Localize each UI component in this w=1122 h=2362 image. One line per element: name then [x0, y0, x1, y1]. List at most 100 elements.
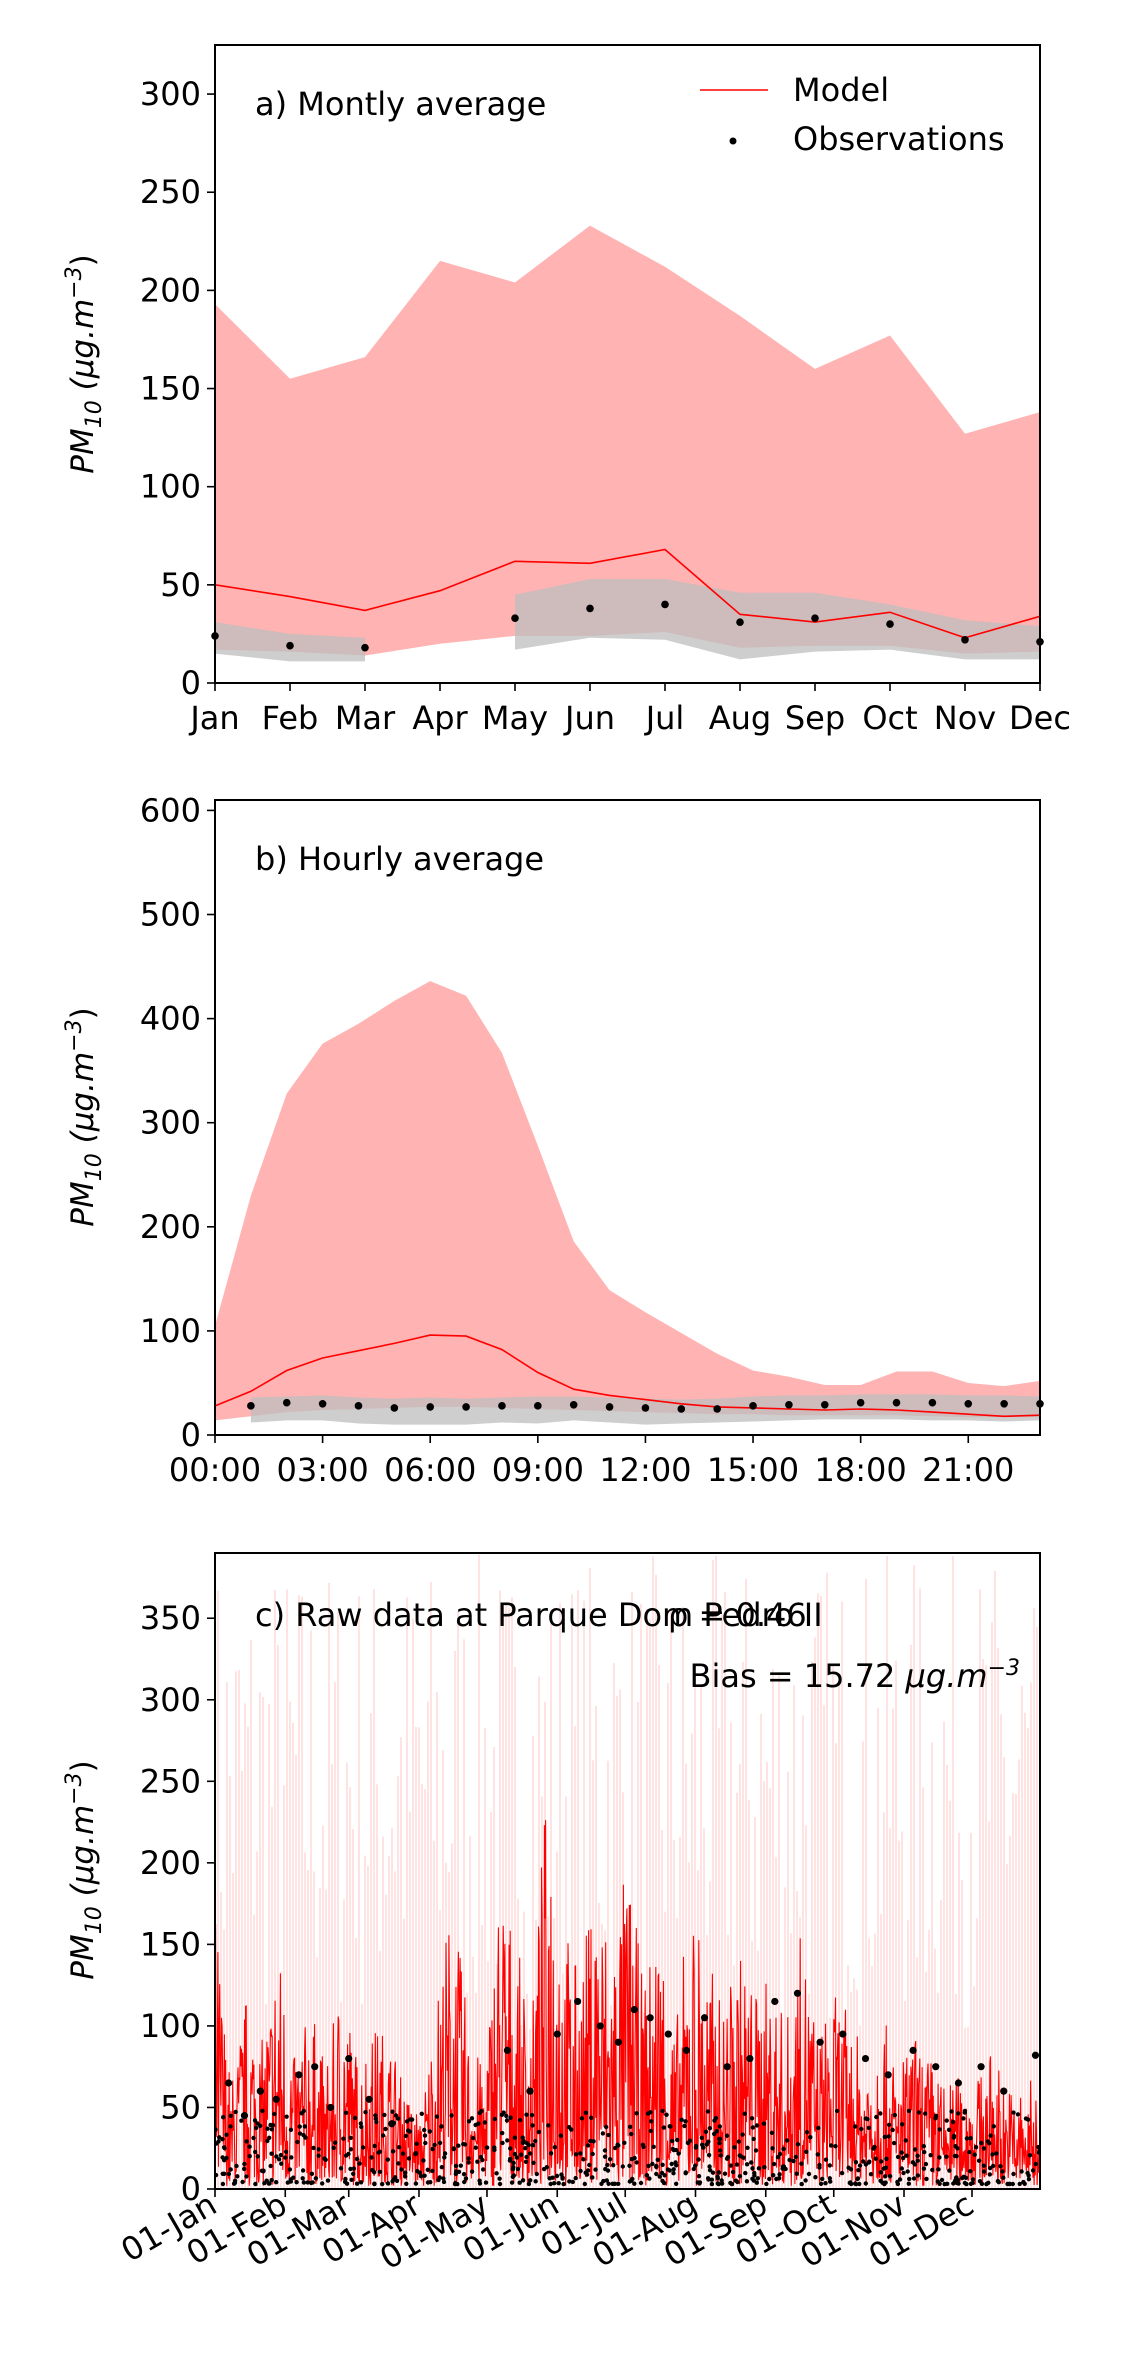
panel-c-obs-cloud-point: [743, 2170, 748, 2176]
panel-c-obs-cloud-point: [977, 2179, 983, 2184]
panel-c-obs-cloud-point: [579, 2116, 585, 2121]
panel-a-obs-point: [286, 641, 294, 650]
panel-c-obs-cloud-point: [500, 2140, 505, 2146]
panel-b-label: b) Hourly average: [255, 840, 544, 878]
panel-c-obs-cloud-point: [408, 2117, 413, 2122]
panel-c-obs-cloud-point: [866, 2125, 871, 2130]
panel-c-obs-cloud-point: [853, 2124, 858, 2129]
panel-c-obs-cloud-point: [829, 2143, 834, 2148]
panel-c-obs-cloud-point: [470, 2135, 476, 2141]
panel-c-obs-cloud-point: [855, 2176, 860, 2182]
panel-c-obs-cloud-point: [716, 2170, 721, 2175]
panel-c-obs-cloud-point: [699, 2135, 704, 2140]
panel-c-ylabel: PM10 (μg.m−3): [62, 1760, 107, 1979]
panel-c-obs-cloud-point: [644, 2173, 650, 2178]
panel-c-obs-cloud-point: [346, 2151, 351, 2157]
panel-c-obs-point: [700, 2014, 709, 2022]
panel-c-obs-cloud-point: [469, 2116, 475, 2121]
panel-a-obs-point: [736, 618, 744, 626]
panel-b-obs-point: [282, 1398, 291, 1407]
panel-c-obs-cloud-point: [900, 2155, 906, 2161]
panel-c-obs-cloud-point: [583, 2170, 588, 2175]
panel-c-obs-cloud-point: [466, 2156, 471, 2161]
panel-c-obs-cloud-point: [482, 2120, 488, 2125]
panel-a-xtick-label-may: May: [482, 699, 548, 737]
panel-c-obs-cloud-point: [904, 2153, 909, 2158]
panel-c-obs-cloud-point: [377, 2149, 383, 2154]
panel-c-obs-cloud-point: [325, 2178, 331, 2183]
panel-c-obs-cloud-point: [616, 2181, 621, 2186]
panel-c-obs-point: [861, 2054, 870, 2063]
panel-c-obs-cloud-point: [453, 2171, 458, 2177]
panel-c-obs-cloud-point: [942, 2181, 947, 2187]
panel-c-obs-cloud-point: [546, 2123, 551, 2128]
panel-c-obs-cloud-point: [972, 2152, 977, 2157]
panel-c-obs-cloud-point: [724, 2133, 730, 2138]
panel-b-ytick-label-500: 500: [140, 896, 201, 934]
panel-c-obs-cloud-point: [654, 2163, 659, 2169]
panel-c-obs-cloud-point: [981, 2169, 987, 2174]
panel-b-obs-point: [534, 1402, 542, 1410]
panel-c-obs-cloud-point: [717, 2140, 722, 2146]
panel-c-obs-cloud-point: [463, 2176, 469, 2181]
panel-c-obs-cloud-point: [947, 2168, 952, 2173]
panel-c-obs-cloud-point: [640, 2142, 646, 2147]
panel-c-obs-cloud-point: [430, 2146, 435, 2152]
panel-c-plot-area: [215, 1554, 1040, 2189]
panel-b-obs-point: [713, 1405, 721, 1413]
panel-c-ytick-label-150: 150: [140, 1925, 201, 1963]
panel-a-xtick-label-aug: Aug: [709, 699, 771, 737]
panel-c-obs-cloud-point: [922, 2149, 927, 2155]
panel-c-obs-cloud-point: [466, 2160, 471, 2165]
panel-c-obs-cloud-point: [627, 2163, 632, 2168]
panel-c-obs-cloud-point: [662, 2180, 667, 2186]
panel-a-xtick-label-dec: Dec: [1009, 699, 1071, 737]
panel-c-obs-cloud-point: [233, 2109, 238, 2115]
panel-c-obs-cloud-point: [645, 2111, 651, 2116]
panel-c-obs-point: [816, 2038, 824, 2046]
panel-c-obs-cloud-point: [834, 2108, 840, 2114]
panel-b-obs-point: [605, 1403, 614, 1411]
panel-c-obs-cloud-point: [265, 2126, 270, 2131]
panel-a-obs-point: [661, 600, 669, 609]
panel-c-obs-cloud-point: [923, 2161, 929, 2167]
panel-c-obs-cloud-point: [581, 2157, 586, 2162]
panel-c-obs-cloud-point: [432, 2142, 437, 2148]
panel-c-obs-cloud-point: [944, 2154, 949, 2159]
panel-a-obs-point: [586, 604, 594, 613]
panel-c-obs-cloud-point: [899, 2166, 904, 2171]
legend-model-label: Model: [793, 71, 889, 109]
panel-a-ytick-label-250: 250: [140, 173, 201, 211]
panel-c-obs-cloud-point: [878, 2178, 883, 2183]
panel-c-obs-cloud-point: [604, 2124, 609, 2130]
panel-c-obs-point: [793, 1989, 802, 1997]
panel-c-obs-cloud-point: [587, 2162, 592, 2168]
panel-c-obs-cloud-point: [715, 2174, 720, 2179]
panel-c-obs-cloud-point: [815, 2152, 820, 2157]
panel-c-obs-cloud-point: [886, 2122, 892, 2127]
panel-c-obs-cloud-point: [451, 2146, 456, 2151]
panel-c-obs-cloud-point: [861, 2159, 866, 2164]
panel-c-obs-cloud-point: [382, 2112, 387, 2118]
panel-c-obs-cloud-point: [425, 2167, 430, 2172]
panel-c-obs-cloud-point: [696, 2174, 702, 2179]
panel-c-obs-cloud-point: [924, 2176, 929, 2182]
panel-c-obs-cloud-point: [342, 2179, 348, 2184]
panel-c-obs-cloud-point: [302, 2124, 308, 2129]
panel-a-xtick-label-apr: Apr: [412, 699, 468, 737]
panel-c-obs-cloud-point: [240, 2179, 245, 2185]
panel-c-obs-cloud-point: [254, 2125, 259, 2131]
panel-c-obs-cloud-point: [930, 2167, 935, 2173]
panel-c-obs-cloud-point: [878, 2170, 884, 2175]
panel-c-obs-cloud-point: [396, 2161, 401, 2166]
panel-c-obs-cloud-point: [668, 2124, 673, 2129]
panel-a-xtick-label-jul: Jul: [644, 699, 685, 737]
panel-c-obs-cloud-point: [964, 2136, 970, 2141]
panel-c-obs-cloud-point: [523, 2159, 529, 2164]
panel-b-obs-point: [677, 1405, 686, 1413]
panel-c-obs-cloud-point: [267, 2135, 272, 2140]
panel-c-obs-cloud-point: [422, 2127, 427, 2133]
panel-c-obs-cloud-point: [484, 2145, 490, 2150]
panel-c-obs-cloud-point: [264, 2178, 269, 2183]
panel-c-obs-cloud-point: [316, 2147, 321, 2152]
